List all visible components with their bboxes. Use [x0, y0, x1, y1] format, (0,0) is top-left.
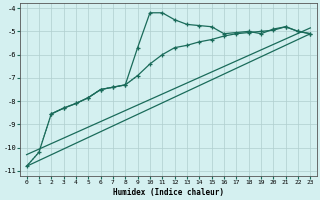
X-axis label: Humidex (Indice chaleur): Humidex (Indice chaleur): [113, 188, 224, 197]
